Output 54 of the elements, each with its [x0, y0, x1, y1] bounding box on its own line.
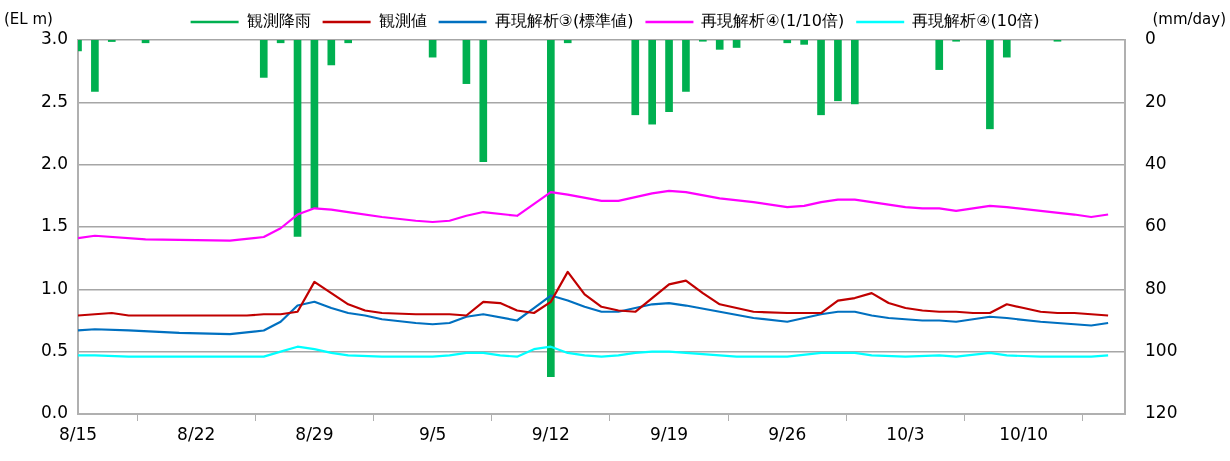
x-tick-label: 9/12 [531, 423, 570, 444]
y2-tick-label: 120 [1145, 402, 1178, 423]
y-tick-label: 2.5 [40, 90, 68, 111]
legend-label: 再現解析③(標準値) [494, 11, 634, 31]
bar [631, 40, 640, 116]
x-tick-label: 8/22 [177, 423, 216, 444]
bar [834, 40, 842, 102]
bar [732, 40, 741, 48]
x-tick-label: 9/26 [768, 423, 807, 444]
y2-tick-label: 60 [1145, 215, 1167, 236]
bar [293, 40, 302, 237]
bar [310, 40, 319, 209]
y2-tick-label: 100 [1145, 340, 1178, 361]
bar [547, 40, 555, 377]
bar [1002, 40, 1011, 58]
y-tick-label: 0.5 [40, 340, 68, 361]
y-axis-title: (EL m) [4, 9, 53, 28]
legend-label: 再現解析④(1/10倍) [701, 11, 845, 31]
bar [479, 40, 488, 162]
x-tick-label: 10/10 [999, 423, 1049, 444]
bar [986, 40, 994, 130]
y-tick-label: 1.5 [40, 215, 68, 236]
y2-tick-label: 80 [1145, 277, 1167, 298]
y2-tick-label: 0 [1145, 28, 1156, 49]
y2-tick-label: 20 [1145, 90, 1167, 111]
bar [563, 40, 572, 44]
legend-label: 再現解析④(10倍) [912, 11, 1040, 31]
y-tick-label: 2.0 [40, 153, 68, 174]
bar [817, 40, 825, 116]
bar [715, 40, 724, 50]
y-tick-label: 3.0 [40, 28, 68, 49]
y-tick-label: 1.0 [40, 277, 68, 298]
x-tick-label: 10/3 [886, 423, 925, 444]
bar [783, 40, 792, 44]
bar [850, 40, 859, 105]
x-tick-label: 9/5 [418, 423, 447, 444]
bar [344, 40, 353, 44]
y-tick-label: 0.0 [40, 402, 68, 423]
bar [259, 40, 268, 78]
bar [665, 40, 673, 113]
legend-label: 観測降雨 [246, 11, 311, 31]
bar [648, 40, 656, 125]
bar [327, 40, 336, 66]
x-tick-label: 9/19 [649, 423, 689, 444]
y2-tick-label: 40 [1145, 153, 1167, 174]
bar [682, 40, 690, 92]
y2-axis-title: (mm/day) [1152, 9, 1226, 28]
bar [800, 40, 808, 45]
bar [462, 40, 471, 84]
x-tick-label: 8/15 [58, 423, 98, 444]
bar [935, 40, 944, 70]
x-tick-label: 8/29 [295, 423, 334, 444]
bar [91, 40, 99, 92]
legend-label: 観測値 [378, 11, 427, 31]
